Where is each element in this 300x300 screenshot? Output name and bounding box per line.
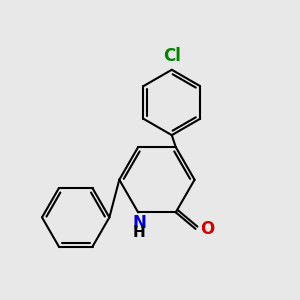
Text: Cl: Cl [163, 47, 181, 65]
Text: O: O [200, 220, 215, 238]
Text: N: N [132, 214, 146, 232]
Text: H: H [133, 225, 146, 240]
